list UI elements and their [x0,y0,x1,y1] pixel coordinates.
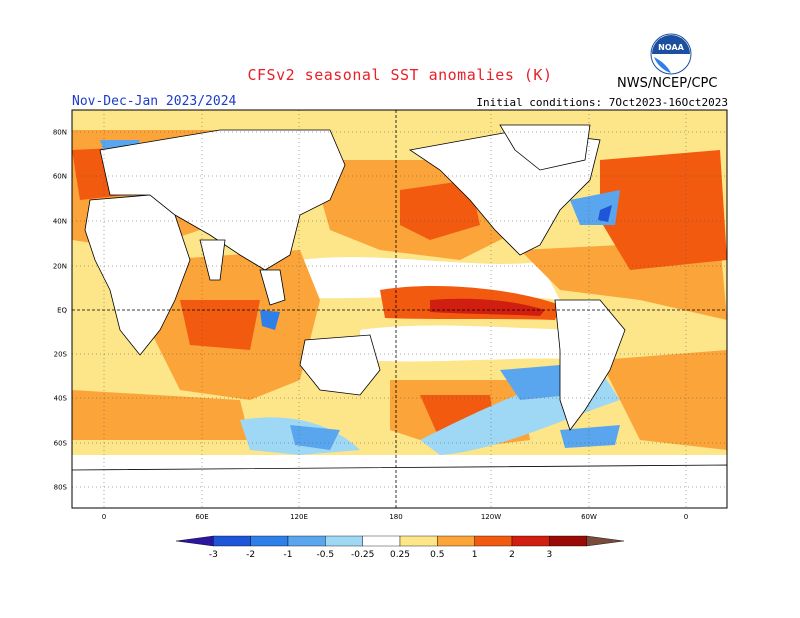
lon-label: 120W [481,513,501,521]
colorbar-bin [511,535,550,547]
colorbar-bin [325,535,363,547]
colorbar-tick-label: 2 [509,550,515,560]
colorbar-bin [474,535,513,547]
lon-label: 0 [684,513,688,521]
longitude-labels: 0 60E 120E 180 120W 60W 0 [102,513,688,521]
chart-title: CFSv2 seasonal SST anomalies (K) [247,66,553,84]
lat-label: 60N [53,173,67,181]
latitude-labels: 80N 60N 40N 20N EQ 20S 40S 60S 80S [53,129,68,492]
colorbar-tick-label: 3 [546,550,552,560]
se-asia-landmass [259,269,286,306]
colorbar-tick-label: -2 [246,550,255,560]
india-landmass [199,239,226,281]
season-label: Nov-Dec-Jan 2023/2024 [72,94,237,109]
colorbar: -3 -2 -1 -0.5 -0.25 0.25 0.5 1 2 3 [175,535,625,560]
colorbar-tick-label: -1 [284,550,293,560]
colorbar-bin [175,535,214,547]
lon-label: 0 [102,513,106,521]
lat-label: 80N [53,129,67,137]
colorbar-bin [213,535,251,547]
land-masses [72,124,727,508]
lat-label: 20N [53,263,67,271]
colorbar-bin [549,535,587,547]
lon-label: 180 [389,513,402,521]
colorbar-tick-label: 0.5 [430,550,444,560]
colorbar-bin [250,535,289,547]
map-frame [71,109,728,509]
agency-label: NWS/NCEP/CPC [617,76,718,91]
greenland-landmass [499,124,591,171]
colorbar-tick-label: -3 [209,550,218,560]
lat-label: 40S [54,395,68,403]
lon-label: 60W [581,513,597,521]
colorbar-bin [437,535,475,547]
europe-asia-landmass [99,129,346,271]
lat-label: 60S [54,440,68,448]
colorbar-tick-label: 1 [472,550,478,560]
colorbar-tick-label: 0.25 [390,550,410,560]
antarctica-landmass [72,464,727,508]
lon-label: 60E [195,513,208,521]
initial-conditions-label: Initial conditions: 7Oct2023-16Oct2023 [476,96,728,109]
lat-label: 80S [54,484,68,492]
australia-landmass [299,334,381,396]
lat-label: EQ [57,307,67,315]
colorbar-tick-label: -0.5 [317,550,335,560]
lon-label: 120E [290,513,308,521]
lat-label: 40N [53,218,67,226]
colorbar-bin [399,535,438,547]
colorbar-tick-label: -0.25 [351,550,374,560]
lat-label: 20S [54,351,68,359]
colorbar-bin [586,535,625,547]
noaa-logo: NOAA [650,33,692,75]
colorbar-bin [362,535,401,547]
svg-text:NOAA: NOAA [658,43,684,52]
colorbar-bin [287,535,326,547]
